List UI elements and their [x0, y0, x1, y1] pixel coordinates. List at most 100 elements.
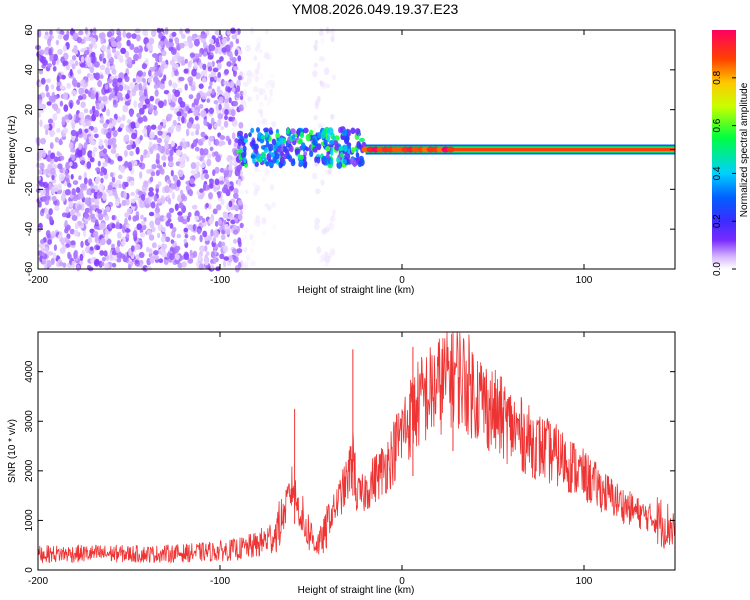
y-tick-label: 40 [24, 64, 35, 76]
spectrogram-cell [168, 79, 172, 87]
spectrogram-cell [215, 154, 222, 163]
snr-y-ticks: 0 1000 2000 3000 4000 [24, 360, 675, 573]
spectrogram-cell [41, 259, 47, 265]
spectrogram-cell [171, 70, 175, 78]
spectrogram-cell [80, 159, 85, 166]
spectrogram-cell [64, 219, 68, 227]
spectrogram-cells [35, 26, 367, 273]
spectrogram-cell [233, 238, 237, 244]
spectrogram-cell [183, 68, 189, 74]
spectrogram-cell [356, 141, 361, 149]
spectrogram-cell [141, 77, 146, 83]
spectrogram-cell [90, 257, 95, 264]
y-tick-label: 4000 [24, 360, 35, 383]
spectrogram-cell [70, 148, 76, 153]
spectrogram-cell [265, 131, 269, 138]
spectrogram-cell [76, 264, 81, 272]
spectrogram-cell [84, 197, 90, 205]
spectrogram-cell [138, 89, 144, 98]
spectrogram-cell [77, 148, 83, 157]
spectrogram-cell [174, 37, 180, 43]
spectrogram-cell [140, 154, 144, 163]
spectrogram-cell [200, 33, 207, 39]
spectrogram-cell [355, 152, 360, 158]
spectrogram-cell [213, 230, 220, 238]
spectrogram-cell [80, 203, 85, 211]
spectrogram-cell [103, 139, 108, 144]
spectrogram-cell [352, 159, 357, 168]
spectrogram-cell [194, 115, 199, 121]
spectrogram-cell [127, 89, 131, 95]
spectrogram-cell [137, 70, 143, 77]
spectrogram-cell [111, 68, 117, 75]
spectrogram-cell [165, 148, 170, 156]
spectrogram-cell [189, 178, 195, 185]
spectrogram-cell [89, 109, 93, 115]
spectrogram-cell [50, 84, 55, 90]
spectrogram-cell [45, 246, 49, 255]
spectrogram-cell [314, 223, 320, 231]
spectrogram-cell [254, 184, 261, 192]
spectrogram-cell [142, 104, 147, 110]
spectrogram-cell [76, 99, 80, 105]
spectrogram-cell [219, 140, 226, 146]
spectrogram-cell [139, 199, 144, 205]
snr-frame [37, 331, 676, 571]
spectrogram-cell [102, 148, 107, 155]
spectrogram-cell [44, 50, 50, 56]
spectrogram-cell [177, 55, 182, 63]
spectrogram-cell [126, 208, 133, 215]
spectrogram-cell [250, 27, 254, 35]
spectrogram-cell [108, 123, 114, 129]
spectrogram-cell [172, 226, 177, 233]
spectrogram-cell [37, 151, 43, 159]
spectrogram-cell [129, 109, 134, 118]
spectrogram-cell [275, 132, 281, 140]
spectrogram-cell [296, 128, 301, 136]
spectrogram-cell [242, 262, 248, 270]
spectrogram-cell [193, 173, 199, 179]
spectrogram-cell [131, 59, 136, 65]
spectrogram-cell [148, 191, 154, 197]
spectrogram-cell [203, 70, 207, 77]
spectrogram-cell [201, 92, 207, 100]
spectrogram-cell [69, 102, 73, 109]
spectrogram-cell [65, 206, 70, 214]
spectrogram-cell [70, 240, 76, 246]
spectrogram-cell [138, 162, 143, 168]
spectrogram-cell [313, 114, 318, 121]
spectrogram-cell [253, 55, 258, 61]
spectrogram-cell [151, 242, 157, 249]
spectrogram-cell [87, 136, 94, 144]
spectrogram-cell [89, 157, 95, 163]
spectrogram-cell [86, 188, 90, 195]
spectrogram-cell [271, 201, 276, 208]
spectrogram-cell [112, 78, 118, 85]
spectrogram-cell [111, 243, 115, 249]
spectrogram-cell [212, 236, 217, 243]
spectrogram-cell [207, 153, 212, 159]
spectrogram-cell [161, 243, 166, 249]
spectrogram-cell [291, 134, 296, 141]
spectrogram-cell [245, 189, 249, 195]
spectrogram-y-ticks: -60 -40 -20 0 20 40 60 [24, 24, 675, 276]
spectrogram-cell [135, 214, 140, 221]
spectrogram-cell [93, 230, 99, 238]
spectrogram-cell [87, 120, 91, 127]
spectrogram-cell [173, 55, 177, 61]
spectrogram-cell [181, 193, 186, 201]
spectrogram-cell [269, 72, 275, 79]
spectrogram-cell [231, 87, 236, 93]
spectrogram-cell [121, 240, 126, 247]
spectrogram-cell [199, 62, 204, 69]
x-tick-label: -200 [28, 576, 48, 587]
spectrogram-cell [41, 208, 45, 213]
spectrogram-cell [177, 115, 181, 122]
spectrogram-cell [232, 100, 239, 107]
spectrogram-cell [84, 56, 91, 63]
spectrogram-cell [232, 161, 238, 167]
spectrogram-cell [314, 39, 318, 46]
spectrogram-cell [93, 259, 100, 267]
spectrogram-cell [59, 85, 65, 90]
spectrogram-cell [207, 55, 214, 60]
